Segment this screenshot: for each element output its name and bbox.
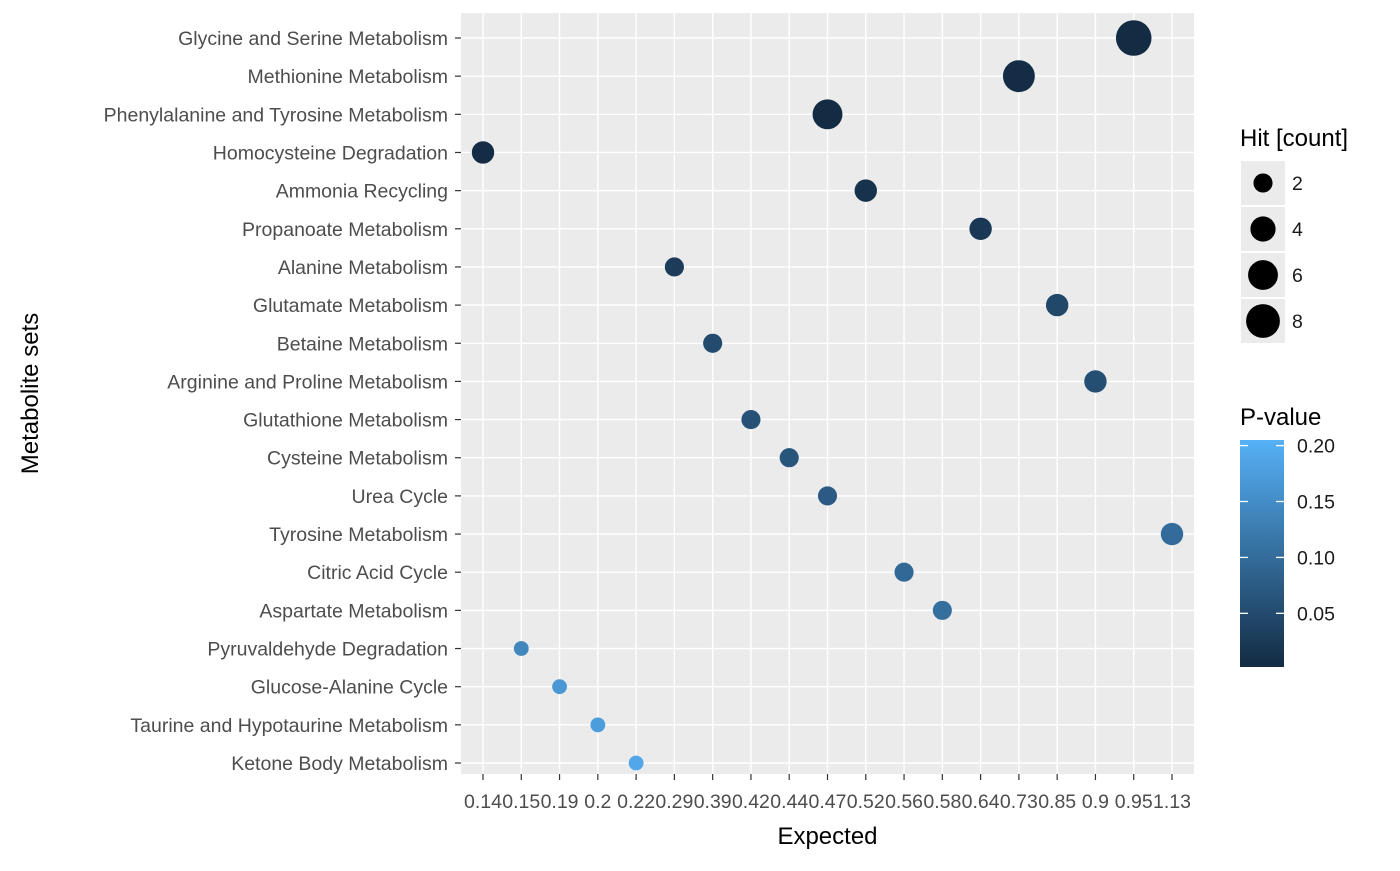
size-legend-dot <box>1248 260 1278 290</box>
data-point <box>552 679 567 695</box>
color-legend-label: 0.05 <box>1297 603 1335 625</box>
size-legend-dot <box>1250 216 1276 242</box>
color-bar <box>1240 440 1284 667</box>
y-tick-label: Tyrosine Metabolism <box>269 524 448 546</box>
x-tick-label: 0.39 <box>694 791 732 813</box>
x-axis: 0.14 0.15 0.19 0.2 0.22 0.29 0.39 0.42 0.44 0.47 0… <box>464 774 1191 813</box>
data-point <box>894 562 914 582</box>
x-tick-label: 0.42 <box>732 791 770 813</box>
x-tick-label: 0.52 <box>847 791 885 813</box>
y-tick-label: Cysteine Metabolism <box>267 448 448 470</box>
data-point <box>664 257 684 277</box>
color-legend: P-value 0.20 0.15 0.10 0.05 <box>1240 404 1335 667</box>
x-tick-label: 0.29 <box>655 791 693 813</box>
x-tick-label: 0.73 <box>1000 791 1038 813</box>
y-tick-label: Alanine Metabolism <box>278 257 448 279</box>
data-point <box>1084 370 1107 393</box>
color-legend-label: 0.15 <box>1297 492 1335 514</box>
data-point <box>1045 293 1069 317</box>
y-tick-label: Aspartate Metabolism <box>259 600 448 622</box>
x-tick-label: 0.95 <box>1115 791 1153 813</box>
x-tick-label: 0.19 <box>541 791 579 813</box>
data-point <box>812 99 843 130</box>
y-axis-title: Metabolite sets <box>17 313 44 474</box>
x-tick-label: 0.47 <box>809 791 847 813</box>
x-axis-title: Expected <box>777 823 877 850</box>
x-tick-label: 0.44 <box>770 791 808 813</box>
data-point <box>932 600 952 620</box>
y-tick-label: Glycine and Serine Metabolism <box>178 28 448 50</box>
data-point <box>1115 20 1152 56</box>
color-legend-label: 0.10 <box>1297 547 1335 569</box>
y-tick-label: Glutathione Metabolism <box>243 410 448 432</box>
data-point <box>817 486 838 506</box>
data-point <box>741 410 761 430</box>
size-legend-dot <box>1246 304 1280 338</box>
y-tick-label: Arginine and Proline Metabolism <box>167 371 448 393</box>
data-point <box>628 755 644 771</box>
x-tick-label: 0.2 <box>584 791 611 813</box>
x-tick-label: 1.13 <box>1153 791 1191 813</box>
size-legend-label: 6 <box>1292 265 1303 287</box>
y-tick-label: Betaine Metabolism <box>277 333 448 355</box>
y-tick-label: Taurine and Hypotaurine Metabolism <box>130 715 448 737</box>
y-tick-label: Glucose-Alanine Cycle <box>251 677 448 699</box>
size-legend-label: 4 <box>1292 219 1303 241</box>
y-tick-label: Homocysteine Degradation <box>213 142 448 164</box>
data-point <box>1160 522 1184 546</box>
data-point <box>513 641 529 656</box>
y-tick-label: Citric Acid Cycle <box>307 562 448 584</box>
x-tick-label: 0.15 <box>502 791 540 813</box>
x-tick-label: 0.85 <box>1038 791 1076 813</box>
size-legend: Hit [count] 2 4 6 8 <box>1240 125 1348 343</box>
data-point <box>779 448 799 468</box>
y-axis: Glycine and Serine Metabolism Methionine … <box>104 28 461 775</box>
x-tick-label: 0.56 <box>885 791 923 813</box>
data-points <box>471 20 1184 771</box>
x-tick-label: 0.22 <box>617 791 655 813</box>
y-tick-label: Methionine Metabolism <box>247 66 448 88</box>
data-point <box>854 179 877 202</box>
y-tick-label: Pyruvaldehyde Degradation <box>207 639 448 661</box>
data-point <box>590 717 606 733</box>
x-tick-label: 0.58 <box>923 791 961 813</box>
data-point <box>703 333 723 353</box>
y-tick-label: Phenylalanine and Tyrosine Metabolism <box>104 104 448 126</box>
y-tick-label: Glutamate Metabolism <box>253 295 448 317</box>
color-legend-label: 0.20 <box>1297 436 1335 458</box>
y-tick-label: Ketone Body Metabolism <box>231 753 448 775</box>
data-point <box>471 141 495 164</box>
y-tick-label: Ammonia Recycling <box>276 181 448 203</box>
size-legend-label: 2 <box>1292 173 1303 195</box>
data-point <box>969 217 992 240</box>
x-tick-label: 0.9 <box>1082 791 1109 813</box>
size-legend-dot <box>1253 173 1273 193</box>
y-tick-label: Urea Cycle <box>352 486 448 508</box>
size-legend-label: 8 <box>1292 311 1303 333</box>
y-tick-label: Propanoate Metabolism <box>242 219 448 241</box>
size-legend-title: Hit [count] <box>1240 125 1348 152</box>
x-tick-label: 0.64 <box>962 791 1000 813</box>
x-tick-label: 0.14 <box>464 791 502 813</box>
data-point <box>1002 60 1035 93</box>
color-legend-title: P-value <box>1240 404 1321 431</box>
